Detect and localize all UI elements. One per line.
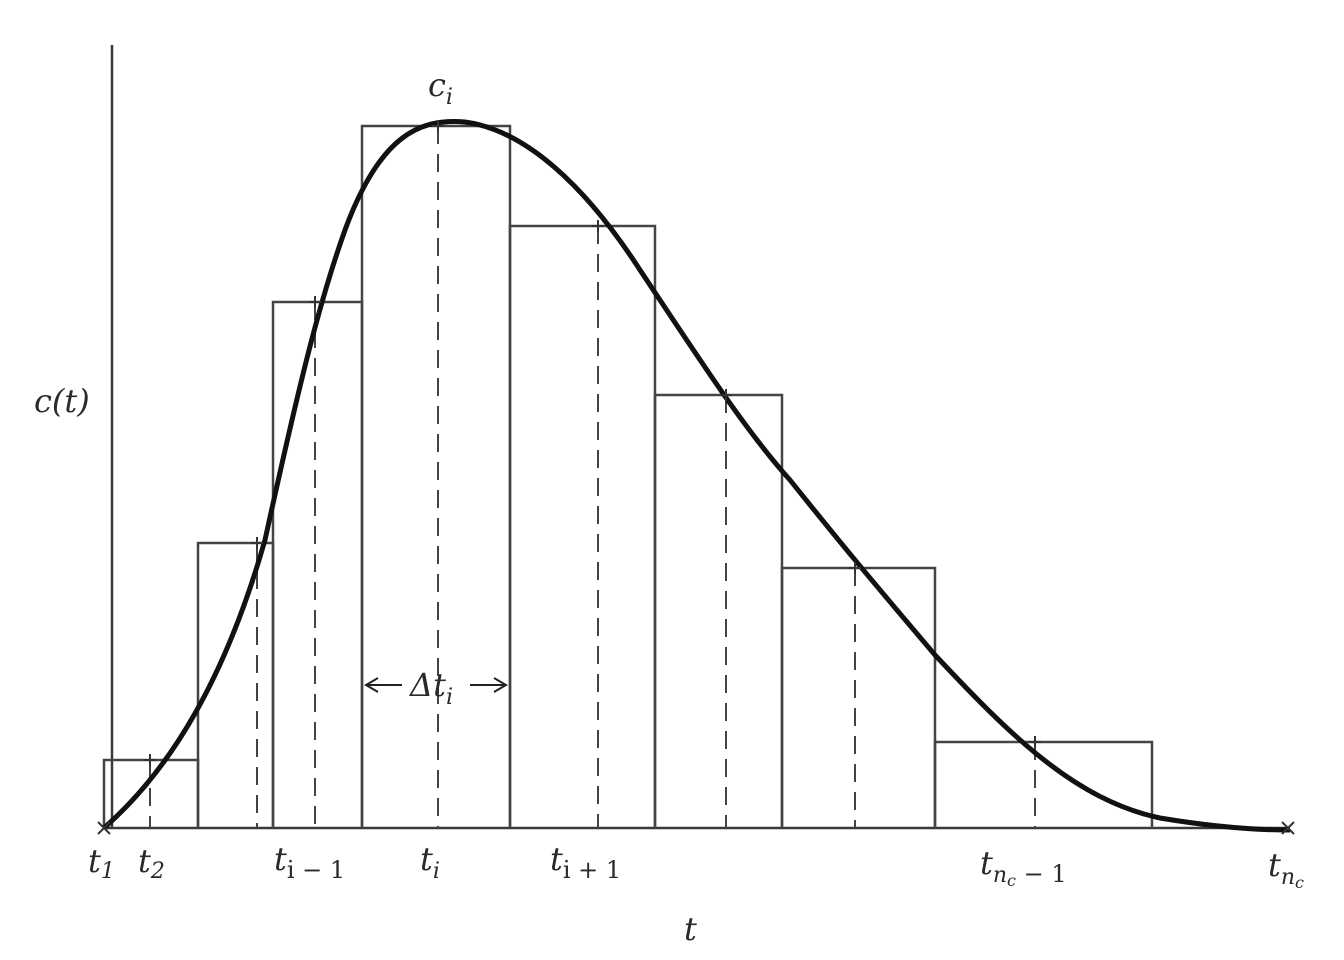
bar [271,300,364,828]
sample-mark [97,821,111,835]
bar [360,124,512,828]
interval-label: Δti [408,666,453,710]
sample-mark [251,537,263,549]
sample-mark [849,562,861,574]
sample-dashed-lines [149,126,1036,828]
tick-label-tnc-minus-1: tnc − 1 [980,844,1067,890]
y-axis-label: c(t) [34,382,90,420]
sample-mark [432,120,444,132]
tick-label-t1: t1 [88,842,115,884]
x-axis-label: t [684,910,697,948]
sample-markers [97,120,1295,835]
sample-mark [720,389,732,401]
histogram-bars [102,124,1154,828]
sample-mark [309,296,321,308]
tick-label-t2: t2 [138,842,165,884]
sample-mark [592,220,604,232]
bar [933,740,1154,828]
tick-label-ti: ti [420,840,440,884]
bar [780,566,937,828]
bar [653,393,784,828]
tick-label-tnc: tnc [1268,846,1304,892]
tick-label-ti-minus-1: ti − 1 [274,840,345,884]
interval-indicator: Δti [364,666,508,710]
peak-label: ci [428,66,453,110]
sample-mark [1029,736,1041,748]
sample-mark [144,754,156,766]
tick-label-ti-plus-1: ti + 1 [550,840,621,884]
concentration-curve [102,118,1291,833]
sample-mark [1281,821,1295,835]
bar [508,224,657,828]
